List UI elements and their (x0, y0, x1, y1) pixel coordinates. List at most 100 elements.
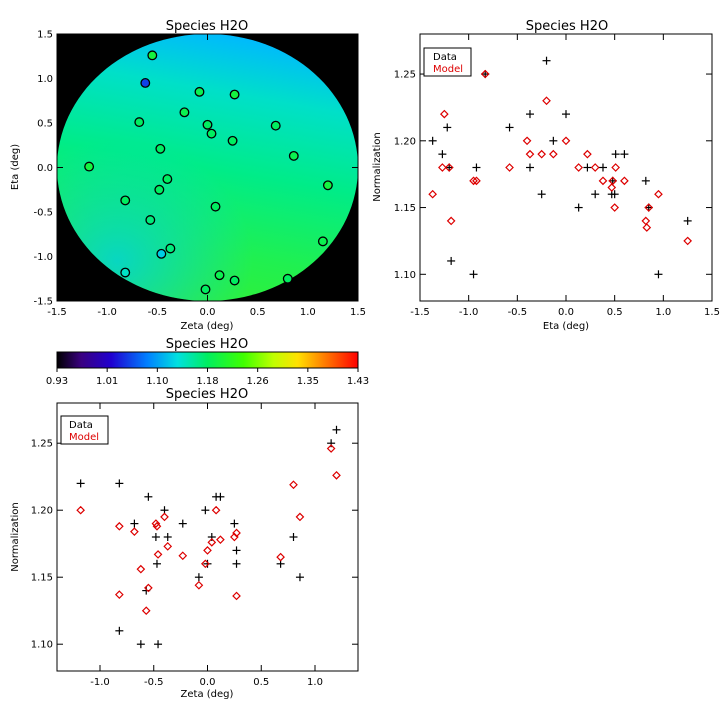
zeta-model-point (151, 519, 161, 528)
eta-data-point (611, 150, 620, 159)
zeta-data-point (144, 492, 153, 501)
eta-data-point (525, 163, 534, 172)
map-xlabel: Zeta (deg) (181, 321, 234, 332)
map-ytick-label: -1.5 (33, 297, 53, 308)
zeta-data-point (152, 559, 161, 568)
map-point (194, 86, 205, 97)
eta-data-point (443, 123, 452, 132)
zeta-ytick-label: 1.10 (31, 640, 53, 651)
map-point (229, 275, 240, 286)
zeta-data-point (136, 640, 145, 649)
zeta-data-point (151, 533, 160, 541)
eta-model-point (611, 163, 620, 172)
zeta-axes: -1.0 -0.5 0.0 0.5 1.0 1.10 1.15 1.20 1.25 (31, 403, 358, 688)
map-point (179, 107, 190, 118)
map-point (200, 284, 211, 295)
zeta-model-point (276, 552, 285, 562)
zeta-model-point (141, 606, 151, 616)
map-point (317, 236, 328, 247)
zeta-xtick-label: -0.5 (144, 677, 164, 688)
zeta-legend-data: Data (69, 420, 93, 431)
map-xtick-label: 0.5 (250, 307, 266, 318)
zeta-data-point (154, 640, 163, 649)
map-ytick-label: 0.0 (37, 163, 53, 174)
zeta-scatter-panel: Species H2O -1.0 -0.5 0.0 0.5 1.0 1.10 1.15 1.2… (10, 387, 359, 700)
zeta-data-point (130, 519, 139, 528)
eta-data-point (537, 190, 546, 199)
map-ytick-label: 0.5 (37, 119, 53, 130)
eta-model-point (505, 163, 514, 172)
zeta-model-point (136, 564, 146, 574)
map-point (229, 89, 240, 100)
zeta-model-point (178, 551, 188, 561)
zeta-title: Species H2O (166, 387, 248, 402)
eta-ytick-label: 1.20 (394, 136, 416, 147)
zeta-model-point (295, 512, 305, 522)
map-ytick-label: -1.0 (33, 252, 53, 263)
zeta-data-point (295, 573, 304, 582)
eta-model-point (446, 216, 456, 226)
eta-model-point (644, 203, 654, 212)
zeta-ytick-label: 1.20 (31, 506, 53, 517)
map-xtick-label: 1.0 (300, 307, 316, 318)
zeta-data-point (332, 425, 341, 434)
map-point (155, 143, 166, 154)
eta-xtick-label: -1.5 (410, 307, 430, 318)
map-xtick-label: 0.0 (200, 307, 216, 318)
map-xtick-label: -1.5 (47, 307, 67, 318)
eta-title: Species H2O (526, 19, 608, 34)
eta-model-point (472, 176, 481, 186)
zeta-ytick-label: 1.25 (31, 439, 53, 450)
eta-data-point (549, 136, 558, 145)
eta-ytick-label: 1.25 (394, 70, 416, 81)
zeta-model-point (207, 538, 217, 547)
eta-data-point (591, 190, 600, 199)
zeta-data-point (216, 492, 225, 501)
map-point (145, 215, 156, 225)
colorbar-strip (56, 351, 359, 369)
eta-model-point (590, 163, 600, 172)
colorbar-title: Species H2O (166, 337, 248, 352)
map-ytick-label: -0.5 (33, 208, 53, 219)
map-point (288, 150, 299, 161)
eta-model-point (525, 149, 535, 159)
map-point (227, 135, 238, 146)
map-point (162, 174, 173, 185)
eta-data-point (654, 270, 663, 279)
eta-data-point (542, 56, 551, 65)
map-point (156, 248, 167, 259)
map-point (120, 267, 131, 278)
zeta-data-point (163, 533, 172, 541)
map-ylabel: Eta (deg) (10, 144, 21, 190)
zeta-data-point (232, 559, 241, 568)
eta-data-point (641, 176, 650, 185)
map-ytick-label: 1.0 (37, 74, 53, 85)
zeta-legend-box (60, 415, 109, 445)
eta-model-point (522, 136, 532, 146)
zeta-model-point (232, 591, 241, 601)
map-xtick-label: -0.5 (148, 307, 168, 318)
zeta-data-point (115, 479, 124, 488)
eta-model-point (607, 183, 617, 192)
zeta-data-point (289, 533, 298, 541)
map-point (134, 117, 145, 128)
map-point (206, 128, 217, 139)
zeta-model-point (163, 542, 173, 551)
eta-xtick-label: -0.5 (508, 307, 528, 318)
eta-data-point (683, 216, 692, 225)
map-xtick-label: 1.5 (350, 307, 366, 318)
eta-data-point (447, 256, 456, 265)
map-disk-highlight (57, 34, 358, 301)
map-point (202, 119, 213, 130)
eta-model-point (683, 236, 693, 246)
zeta-model-point (326, 444, 336, 453)
map-points (84, 50, 333, 295)
zeta-model-point (152, 521, 162, 531)
eta-plot-frame (419, 33, 713, 302)
zeta-xtick-label: -1.0 (90, 677, 110, 688)
zeta-xtick-label: 0.5 (253, 677, 269, 688)
eta-axes: -1.5 -1.0 -0.5 0.0 0.5 1.0 1.5 1.10 1.15 1.20 1.25 (394, 34, 720, 318)
eta-model-point (574, 163, 584, 172)
map-point (154, 184, 165, 195)
zeta-xtick-label: 0.0 (200, 677, 216, 688)
